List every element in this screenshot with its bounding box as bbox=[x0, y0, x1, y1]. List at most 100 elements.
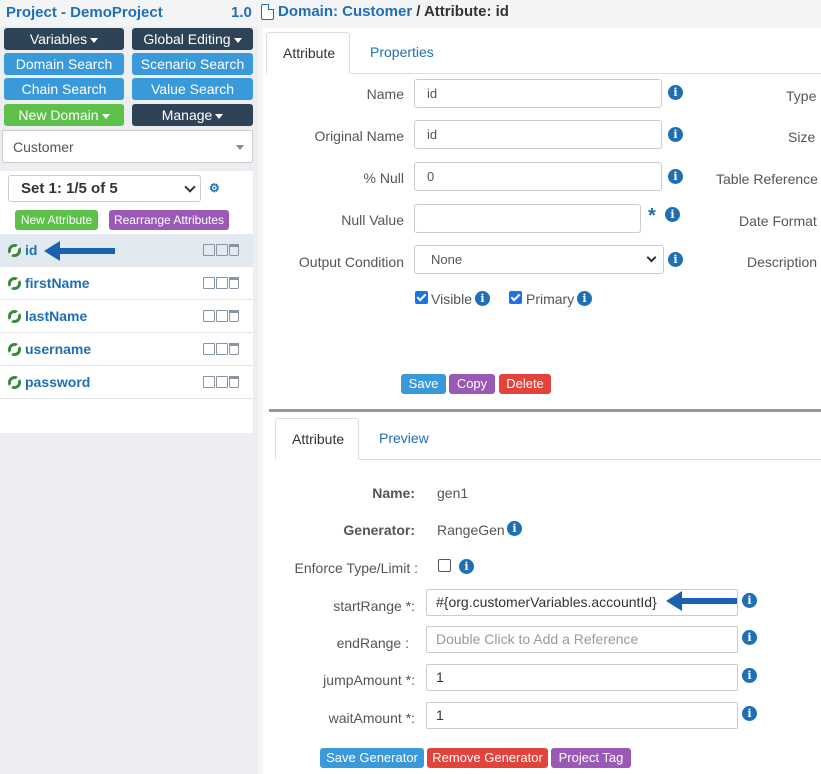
swap-icon[interactable] bbox=[216, 277, 228, 289]
domain-search-button[interactable]: Domain Search bbox=[4, 53, 124, 75]
swap-icon[interactable] bbox=[216, 343, 228, 355]
attribute-editor: Attribute Properties Name id i Type Orig… bbox=[263, 28, 821, 774]
original-name-input[interactable]: id bbox=[414, 120, 662, 149]
swap-icon[interactable] bbox=[216, 310, 228, 322]
trash-icon[interactable] bbox=[229, 343, 239, 355]
enforce-type-label: Enforce Type/Limit : bbox=[294, 560, 418, 576]
info-icon[interactable]: i bbox=[507, 521, 522, 536]
domain-select[interactable]: Customer bbox=[2, 130, 253, 163]
info-icon[interactable]: i bbox=[665, 207, 680, 222]
jump-amount-input[interactable]: 1 bbox=[426, 664, 738, 691]
save-icon[interactable] bbox=[203, 244, 215, 256]
project-title[interactable]: Project - DemoProject bbox=[6, 4, 163, 21]
attribute-name[interactable]: firstName bbox=[25, 275, 90, 291]
trash-icon[interactable] bbox=[229, 244, 239, 256]
end-range-input[interactable]: Double Click to Add a Reference bbox=[426, 626, 738, 653]
primary-checkbox[interactable] bbox=[509, 291, 522, 304]
tab-attribute[interactable]: Attribute bbox=[266, 32, 350, 74]
generator-tabs: Attribute Preview bbox=[275, 418, 821, 460]
manage-label: Manage bbox=[161, 107, 213, 123]
copy-button[interactable]: Copy bbox=[449, 374, 495, 394]
info-icon[interactable]: i bbox=[475, 291, 490, 306]
visible-checkbox[interactable] bbox=[415, 291, 428, 304]
info-icon[interactable]: i bbox=[668, 85, 683, 100]
info-icon[interactable]: i bbox=[459, 559, 474, 574]
info-icon[interactable]: i bbox=[668, 252, 683, 267]
lifebuoy-icon bbox=[8, 277, 21, 290]
attribute-name[interactable]: password bbox=[25, 374, 91, 390]
info-icon[interactable]: i bbox=[742, 593, 757, 608]
trash-icon[interactable] bbox=[229, 310, 239, 322]
new-domain-button[interactable]: New Domain bbox=[4, 104, 124, 126]
attribute-row[interactable]: id bbox=[0, 234, 253, 267]
generator-type-value: RangeGen bbox=[437, 522, 505, 538]
generator-panel: Attribute Preview Name: gen1 Generator: … bbox=[275, 418, 821, 774]
tab-preview[interactable]: Preview bbox=[379, 430, 429, 446]
row-actions bbox=[203, 343, 239, 355]
info-icon[interactable]: i bbox=[668, 127, 683, 142]
row-actions bbox=[203, 277, 239, 289]
caret-down-icon bbox=[90, 37, 99, 43]
domain-select-value: Customer bbox=[13, 139, 74, 155]
output-condition-label: Output Condition bbox=[298, 254, 404, 270]
variables-label: Variables bbox=[29, 31, 88, 47]
document-icon bbox=[261, 3, 274, 20]
new-attribute-button[interactable]: New Attribute bbox=[15, 210, 98, 230]
set-select-value: Set 1: 1/5 of 5 bbox=[21, 180, 118, 197]
attribute-name[interactable]: lastName bbox=[25, 308, 88, 324]
trash-icon[interactable] bbox=[229, 376, 239, 388]
delete-button[interactable]: Delete bbox=[499, 374, 551, 394]
new-domain-label: New Domain bbox=[18, 107, 99, 123]
scenario-search-button[interactable]: Scenario Search bbox=[132, 53, 253, 75]
enforce-type-checkbox[interactable] bbox=[438, 559, 451, 572]
lifebuoy-icon bbox=[8, 343, 21, 356]
lifebuoy-icon bbox=[8, 244, 21, 257]
swap-icon[interactable] bbox=[216, 244, 228, 256]
attribute-name[interactable]: username bbox=[25, 341, 92, 357]
attribute-row[interactable]: username bbox=[0, 333, 253, 366]
save-generator-button[interactable]: Save Generator bbox=[320, 748, 424, 768]
remove-generator-button[interactable]: Remove Generator bbox=[427, 748, 548, 768]
attribute-name[interactable]: id bbox=[25, 242, 38, 258]
swap-icon[interactable] bbox=[216, 376, 228, 388]
tab-generator-attribute[interactable]: Attribute bbox=[275, 418, 359, 460]
null-value-input[interactable] bbox=[414, 204, 641, 233]
caret-down-icon bbox=[215, 113, 224, 119]
tab-properties[interactable]: Properties bbox=[370, 44, 434, 60]
chain-search-button[interactable]: Chain Search bbox=[4, 78, 124, 100]
save-icon[interactable] bbox=[203, 277, 215, 289]
end-range-label: endRange : bbox=[336, 635, 409, 651]
jump-amount-label: jumpAmount *: bbox=[323, 672, 415, 688]
breadcrumb-domain-link[interactable]: Domain: Customer bbox=[278, 3, 413, 20]
chevron-down-icon bbox=[184, 181, 196, 193]
output-condition-select[interactable]: None bbox=[414, 245, 664, 274]
project-tag-button[interactable]: Project Tag bbox=[551, 748, 631, 768]
info-icon[interactable]: i bbox=[742, 630, 757, 645]
value-search-button[interactable]: Value Search bbox=[132, 78, 253, 100]
save-button[interactable]: Save bbox=[401, 374, 446, 394]
rearrange-attributes-button[interactable]: Rearrange Attributes bbox=[109, 210, 229, 230]
info-icon[interactable]: i bbox=[742, 668, 757, 683]
manage-button[interactable]: Manage bbox=[132, 104, 253, 126]
info-icon[interactable]: i bbox=[668, 169, 683, 184]
save-icon[interactable] bbox=[203, 310, 215, 322]
variables-button[interactable]: Variables bbox=[4, 28, 124, 50]
null-percent-input[interactable]: 0 bbox=[414, 162, 662, 191]
attribute-row[interactable]: password bbox=[0, 366, 253, 399]
row-actions bbox=[203, 376, 239, 388]
info-icon[interactable]: i bbox=[577, 291, 592, 306]
save-icon[interactable] bbox=[203, 376, 215, 388]
attribute-row[interactable]: lastName bbox=[0, 300, 253, 333]
gears-icon[interactable]: ⚙ bbox=[209, 181, 220, 195]
annotation-arrow-icon bbox=[44, 241, 115, 261]
wait-amount-input[interactable]: 1 bbox=[426, 702, 738, 729]
global-editing-button[interactable]: Global Editing bbox=[132, 28, 253, 50]
attribute-row[interactable]: firstName bbox=[0, 267, 253, 300]
trash-icon[interactable] bbox=[229, 277, 239, 289]
set-select[interactable]: Set 1: 1/5 of 5 bbox=[8, 175, 201, 202]
visible-label: Visible bbox=[431, 291, 472, 307]
save-icon[interactable] bbox=[203, 343, 215, 355]
name-input[interactable]: id bbox=[414, 79, 662, 108]
info-icon[interactable]: i bbox=[742, 706, 757, 721]
date-format-label: Date Format bbox=[739, 213, 817, 229]
